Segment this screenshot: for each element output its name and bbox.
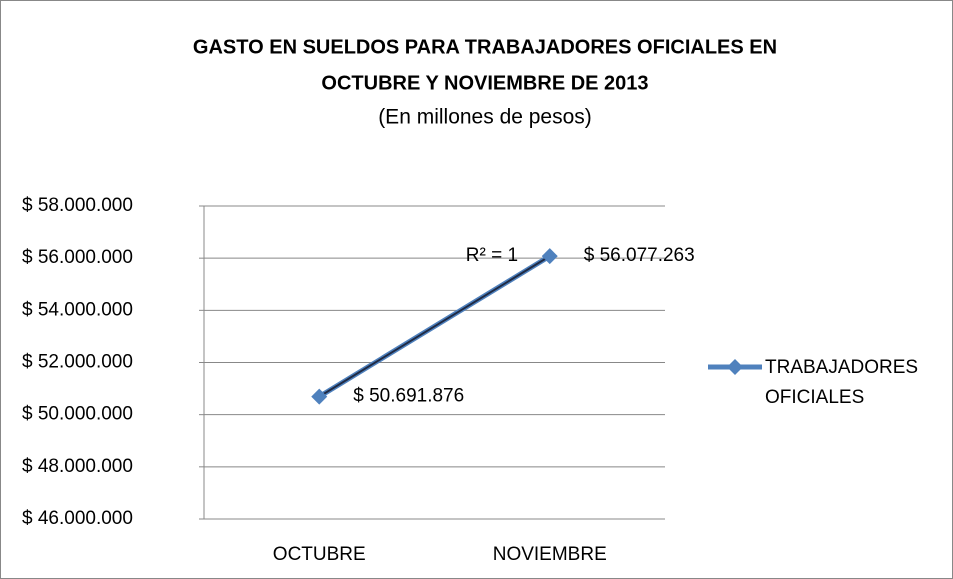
marker	[541, 248, 558, 265]
data-label: $ 56.077.263	[584, 245, 695, 266]
chart-title: OCTUBRE Y NOVIEMBRE DE 2013	[321, 72, 648, 94]
y-tick-label: $ 58.000.000	[22, 195, 133, 216]
y-tick-label: $ 56.000.000	[22, 247, 133, 268]
y-tick-label: $ 54.000.000	[22, 299, 133, 320]
y-tick-label: $ 46.000.000	[22, 508, 133, 529]
legend-label: TRABAJADORES OFICIALES	[765, 357, 919, 408]
marker	[311, 388, 328, 405]
y-tick-label: $ 50.000.000	[22, 404, 133, 425]
y-tick-label: $ 48.000.000	[22, 456, 133, 477]
legend-marker	[727, 359, 743, 375]
x-tick-label: NOVIEMBRE	[493, 544, 607, 565]
trendline	[318, 255, 551, 398]
y-tick-label: $ 52.000.000	[22, 352, 133, 373]
chart-title: GASTO EN SUELDOS PARA TRABAJADORES OFICI…	[193, 36, 777, 58]
data-label: $ 50.691.876	[353, 386, 464, 407]
chart-subtitle: (En millones de pesos)	[378, 106, 592, 129]
annotation: R² = 1	[466, 245, 518, 266]
x-tick-label: OCTUBRE	[273, 544, 366, 565]
